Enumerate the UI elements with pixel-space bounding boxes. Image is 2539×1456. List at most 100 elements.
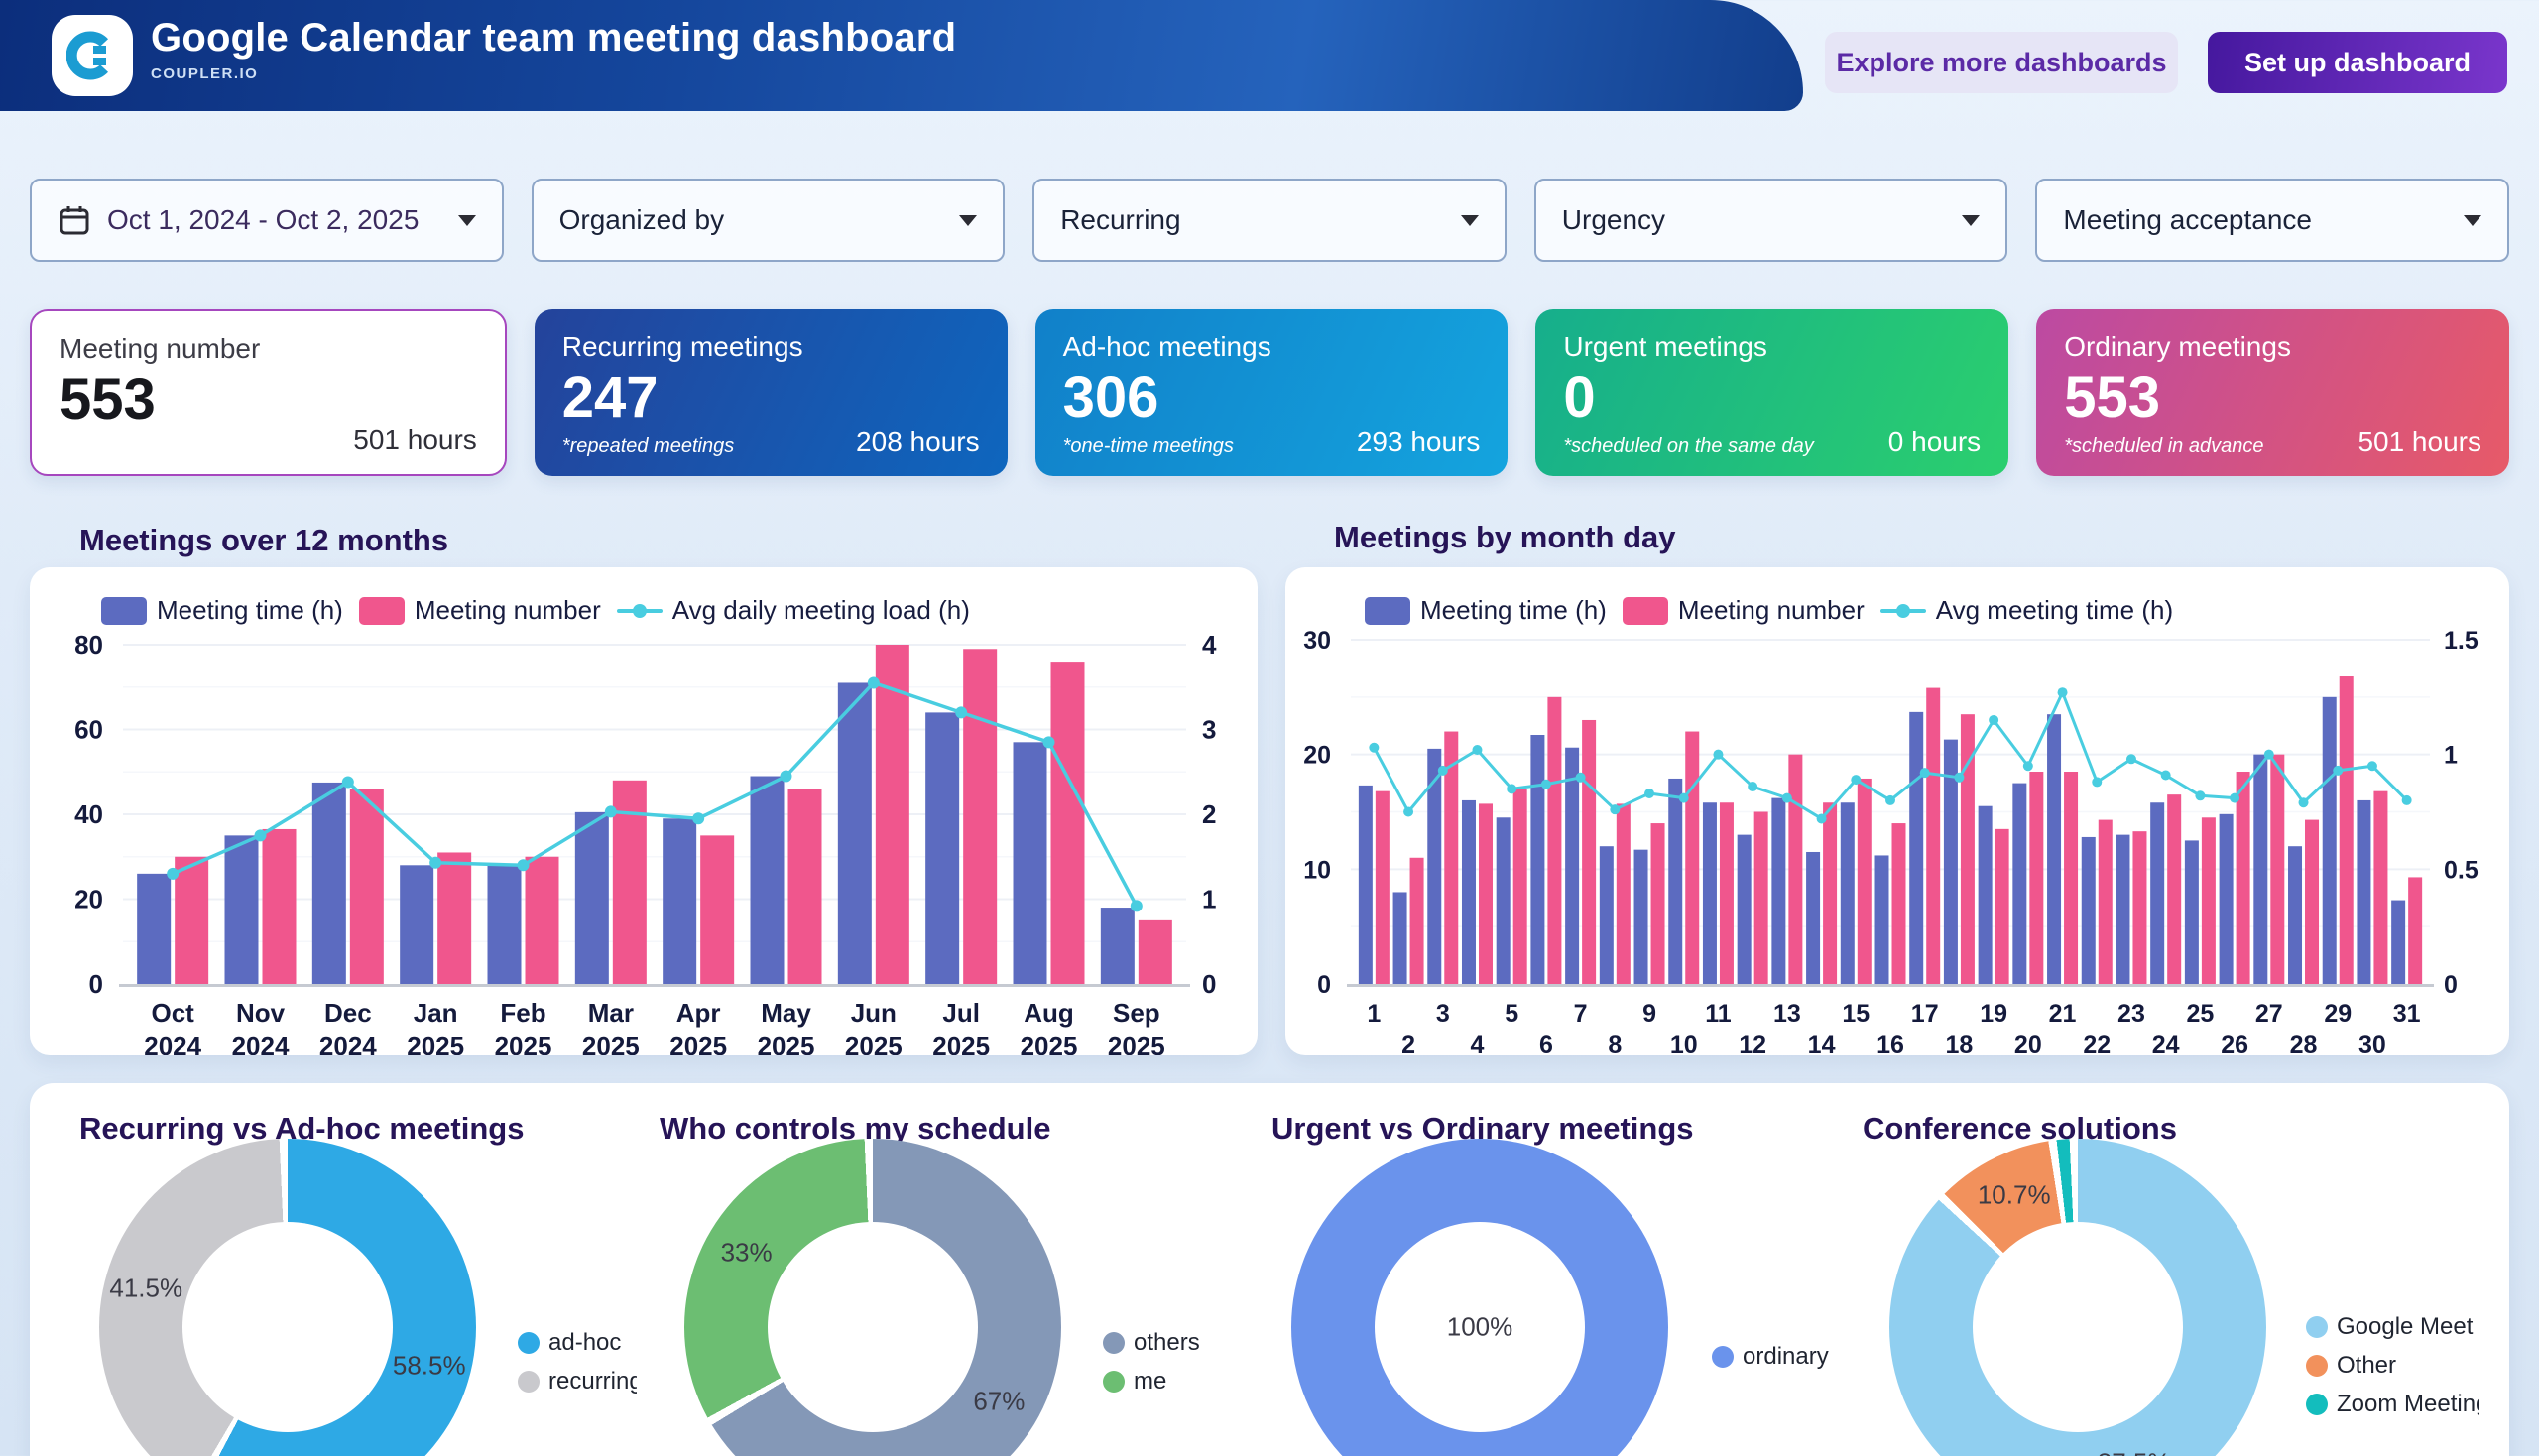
donut-legend-item[interactable]: ordinary (1712, 1343, 1846, 1371)
bar-meeting-number[interactable] (349, 789, 384, 984)
bar-meeting-time[interactable] (750, 776, 785, 984)
donut-legend-item[interactable]: others (1103, 1329, 1200, 1357)
meeting-acceptance-filter[interactable]: Meeting acceptance (2035, 179, 2509, 262)
bar-meeting-number[interactable] (1138, 919, 1172, 984)
bar-meeting-number[interactable] (2408, 877, 2423, 984)
bar-meeting-number[interactable] (2339, 676, 2354, 984)
line-point[interactable] (517, 859, 530, 872)
line-point[interactable] (2022, 761, 2033, 772)
bar-meeting-number[interactable] (1616, 803, 1631, 984)
bar-meeting-time[interactable] (574, 811, 609, 984)
donut-legend-item[interactable]: Zoom Meeting (2306, 1391, 2479, 1418)
bar-meeting-number[interactable] (1582, 719, 1597, 984)
set-up-dashboard-button[interactable]: Set up dashboard (2208, 32, 2507, 93)
bar-meeting-number[interactable] (1444, 731, 1459, 984)
bar-meeting-number[interactable] (1512, 789, 1527, 984)
bar-meeting-number[interactable] (1788, 754, 1803, 984)
bar-meeting-time[interactable] (224, 835, 259, 984)
line-point[interactable] (2195, 790, 2206, 801)
bar-meeting-number[interactable] (1891, 823, 1906, 984)
bar-meeting-time[interactable] (137, 873, 172, 984)
line-point[interactable] (1713, 749, 1724, 760)
bar-meeting-time[interactable] (2322, 696, 2337, 984)
line-point[interactable] (1540, 779, 1551, 789)
line-point[interactable] (167, 867, 180, 880)
bar-meeting-time[interactable] (663, 818, 697, 984)
bar-meeting-number[interactable] (2098, 819, 2113, 984)
bar-meeting-number[interactable] (2270, 754, 2285, 984)
bar-meeting-time[interactable] (1771, 797, 1786, 984)
bar-meeting-time[interactable] (1427, 748, 1442, 984)
legend-item[interactable]: Meeting time (h) (1365, 595, 1607, 626)
line-point[interactable] (341, 776, 354, 789)
bar-meeting-time[interactable] (2116, 834, 2130, 984)
bar-meeting-time[interactable] (1530, 735, 1545, 984)
line-point[interactable] (1644, 788, 1655, 798)
bar-meeting-time[interactable] (1737, 834, 1752, 984)
donut-legend-item[interactable]: recurring (518, 1368, 637, 1395)
line-point[interactable] (955, 706, 968, 719)
line-point[interactable] (2160, 770, 2171, 781)
date-range-filter[interactable]: Oct 1, 2024 - Oct 2, 2025 (30, 179, 504, 262)
bar-meeting-number[interactable] (963, 649, 998, 984)
legend-item[interactable]: Avg daily meeting load (h) (616, 595, 970, 626)
bar-meeting-number[interactable] (2373, 790, 2388, 984)
bar-meeting-time[interactable] (1874, 855, 1889, 984)
bar-meeting-number[interactable] (2236, 772, 2250, 984)
bar-meeting-time[interactable] (2184, 840, 2199, 984)
bar-meeting-time[interactable] (837, 682, 872, 984)
bar-meeting-time[interactable] (1013, 742, 1047, 984)
line-point[interactable] (1954, 772, 1965, 783)
line-point[interactable] (604, 805, 617, 818)
bar-meeting-time[interactable] (1461, 799, 1476, 984)
line-point[interactable] (2366, 761, 2377, 772)
line-point[interactable] (2092, 777, 2103, 788)
line-point[interactable] (2401, 794, 2412, 805)
bar-meeting-time[interactable] (1668, 778, 1683, 984)
urgent-vs-ordinary-donut[interactable]: 100% (1291, 1139, 1668, 1456)
line-point[interactable] (2057, 687, 2068, 698)
bar-meeting-number[interactable] (1857, 778, 1872, 984)
bar-meeting-time[interactable] (400, 865, 434, 984)
donut-legend-item[interactable]: Google Meet (2306, 1313, 2479, 1341)
line-point[interactable] (867, 676, 880, 689)
line-point[interactable] (1989, 714, 1999, 725)
bar-meeting-time[interactable] (1943, 739, 1958, 984)
line-point[interactable] (1507, 784, 1517, 794)
line-point[interactable] (254, 829, 267, 842)
line-point[interactable] (429, 856, 442, 869)
bar-meeting-number[interactable] (1547, 696, 1562, 984)
bar-meeting-time[interactable] (1978, 805, 1993, 984)
bar-meeting-number[interactable] (787, 789, 822, 984)
bar-meeting-time[interactable] (925, 712, 960, 984)
bar-meeting-time[interactable] (487, 865, 522, 984)
legend-item[interactable]: Avg meeting time (h) (1879, 595, 2173, 626)
donut-legend-item[interactable]: Other (2306, 1352, 2479, 1380)
line-point[interactable] (1919, 768, 1930, 779)
bar-meeting-time[interactable] (311, 782, 346, 984)
bar-meeting-time[interactable] (1702, 802, 1717, 984)
line-point[interactable] (1678, 792, 1689, 803)
bar-meeting-time[interactable] (2357, 799, 2371, 984)
bar-meeting-time[interactable] (1806, 851, 1821, 984)
bar-meeting-time[interactable] (1633, 849, 1648, 984)
bar-meeting-number[interactable] (437, 852, 472, 984)
urgency-filter[interactable]: Urgency (1533, 179, 2008, 262)
bar-meeting-number[interactable] (1375, 790, 1390, 984)
line-point[interactable] (1403, 806, 1414, 817)
legend-item[interactable]: Meeting number (358, 595, 601, 626)
line-point[interactable] (2298, 797, 2309, 808)
donut-legend-item[interactable]: me (1103, 1368, 1200, 1395)
bar-meeting-time[interactable] (2288, 846, 2303, 984)
bar-meeting-number[interactable] (1050, 662, 1085, 984)
bar-meeting-time[interactable] (2219, 813, 2234, 984)
line-point[interactable] (1472, 745, 1483, 756)
line-point[interactable] (1748, 782, 1758, 792)
bar-meeting-time[interactable] (2047, 714, 2062, 984)
recurring-filter[interactable]: Recurring (1032, 179, 1507, 262)
bar-meeting-number[interactable] (2167, 794, 2182, 984)
bar-meeting-time[interactable] (1100, 908, 1135, 984)
bar-meeting-number[interactable] (262, 828, 297, 984)
bar-meeting-time[interactable] (2150, 802, 2165, 984)
recurring-vs-adhoc-donut[interactable]: 58.5% 41.5% (99, 1139, 476, 1456)
